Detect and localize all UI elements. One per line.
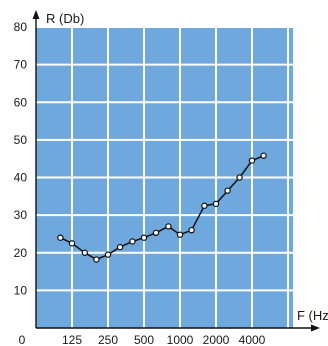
y-tick-label: 20 bbox=[14, 246, 28, 260]
x-tick-label: 125 bbox=[62, 333, 82, 346]
data-point bbox=[129, 238, 136, 245]
data-point bbox=[236, 174, 243, 181]
y-tick-label: 50 bbox=[14, 133, 28, 147]
y-tick-label: 10 bbox=[14, 283, 28, 297]
data-point bbox=[68, 240, 76, 247]
data-point bbox=[93, 256, 100, 263]
x-tick-label: 0 bbox=[19, 333, 26, 346]
data-point bbox=[165, 223, 172, 230]
y-tick-label: 70 bbox=[14, 58, 28, 72]
x-tick-labels: 0 125 250 500 1000 2000 4000 bbox=[19, 333, 266, 346]
y-axis-title: R (Db) bbox=[46, 11, 84, 26]
data-point bbox=[140, 234, 148, 241]
x-axis-arrow bbox=[311, 324, 320, 332]
data-points bbox=[57, 152, 267, 263]
y-tick-label: 30 bbox=[14, 208, 28, 222]
gridlines bbox=[36, 26, 293, 328]
axes bbox=[32, 10, 320, 332]
data-point bbox=[152, 229, 160, 237]
y-tick-label: 80 bbox=[14, 20, 28, 34]
x-tick-label: 500 bbox=[134, 333, 154, 346]
x-tick-label: 250 bbox=[98, 333, 118, 346]
data-point bbox=[188, 226, 195, 234]
y-tick-label: 40 bbox=[14, 171, 28, 185]
data-point bbox=[81, 249, 89, 256]
y-tick-label: 60 bbox=[14, 95, 28, 109]
data-point bbox=[224, 187, 231, 194]
data-point bbox=[260, 152, 267, 159]
data-point bbox=[57, 234, 64, 241]
data-point bbox=[116, 243, 124, 251]
y-tick-labels: 10 20 30 40 50 60 70 80 bbox=[14, 20, 28, 297]
x-tick-label: 4000 bbox=[239, 333, 266, 346]
data-point bbox=[248, 157, 256, 164]
data-point bbox=[104, 251, 112, 258]
x-axis-title: F (Hz) bbox=[297, 308, 328, 323]
y-axis-arrow bbox=[32, 10, 40, 19]
data-point bbox=[201, 202, 208, 209]
x-tick-label: 2000 bbox=[203, 333, 230, 346]
data-point bbox=[212, 200, 220, 208]
x-tick-label: 1000 bbox=[167, 333, 194, 346]
data-point bbox=[176, 231, 184, 238]
